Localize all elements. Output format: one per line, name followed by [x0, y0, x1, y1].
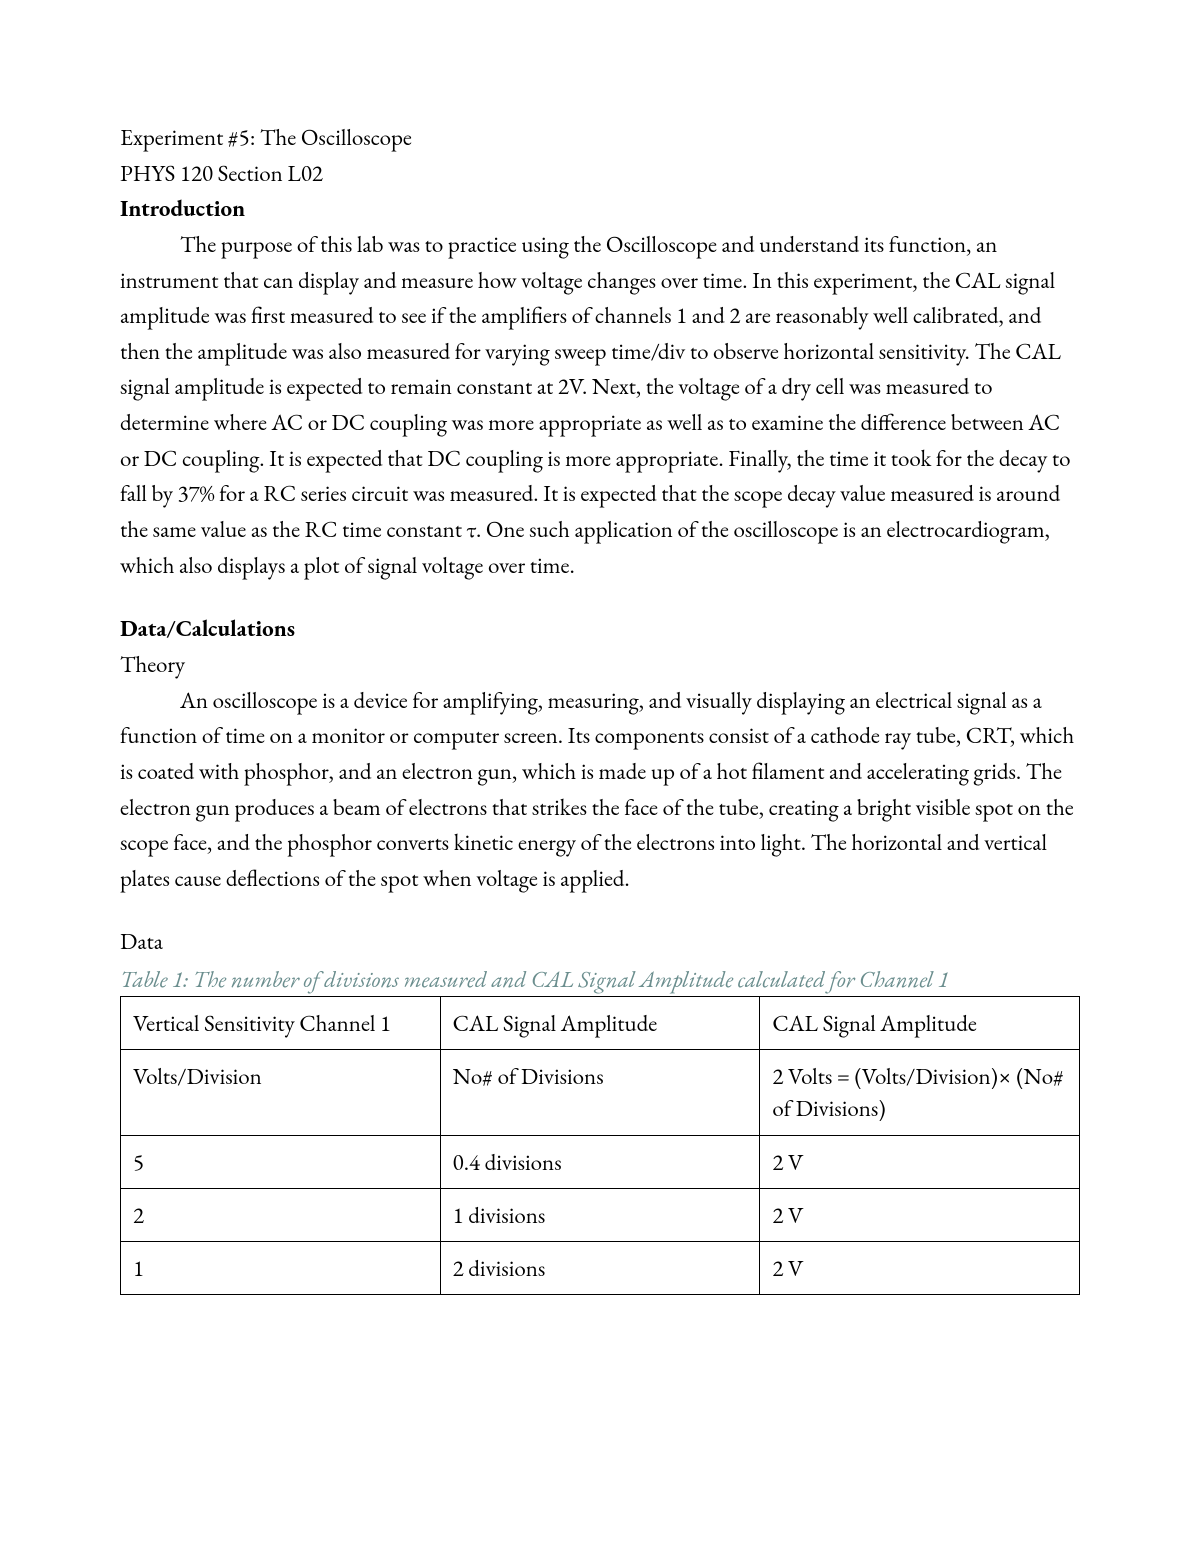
table-cell: 1 divisions: [440, 1188, 760, 1241]
table-cell: 0.4 divisions: [440, 1135, 760, 1188]
theory-paragraph: An oscilloscope is a device for amplifyi…: [120, 683, 1080, 897]
experiment-title: Experiment #5: The Oscilloscope: [120, 120, 1080, 156]
table-cell: 1: [121, 1242, 441, 1295]
table1-caption: Table 1: The number of divisions measure…: [120, 964, 1080, 994]
section-spacer: [120, 896, 1080, 924]
course-line: PHYS 120 Section L02: [120, 156, 1080, 192]
table-header-cell: No# of Divisions: [440, 1050, 760, 1135]
table-cell: 2 V: [760, 1188, 1080, 1241]
table-header-cell: 2 Volts = (Volts/Division)× (No# of Divi…: [760, 1050, 1080, 1135]
table1: Vertical Sensitivity Channel 1 CAL Signa…: [120, 996, 1080, 1295]
section-heading-introduction: Introduction: [120, 191, 1080, 227]
introduction-paragraph: The purpose of this lab was to practice …: [120, 227, 1080, 583]
section-heading-data-calculations: Data/Calculations: [120, 611, 1080, 647]
table-cell: 5: [121, 1135, 441, 1188]
table-header-row-2: Volts/Division No# of Divisions 2 Volts …: [121, 1050, 1080, 1135]
subheading-data: Data: [120, 924, 1080, 960]
table-cell: 2: [121, 1188, 441, 1241]
table-header-cell: CAL Signal Amplitude: [760, 997, 1080, 1050]
section-spacer: [120, 583, 1080, 611]
table-header-cell: Volts/Division: [121, 1050, 441, 1135]
table-cell: 2 V: [760, 1135, 1080, 1188]
table-row: 1 2 divisions 2 V: [121, 1242, 1080, 1295]
document-page: Experiment #5: The Oscilloscope PHYS 120…: [0, 0, 1200, 1553]
table-header-row-1: Vertical Sensitivity Channel 1 CAL Signa…: [121, 997, 1080, 1050]
table-header-cell: Vertical Sensitivity Channel 1: [121, 997, 441, 1050]
table-row: 2 1 divisions 2 V: [121, 1188, 1080, 1241]
table-header-cell: CAL Signal Amplitude: [440, 997, 760, 1050]
table-cell: 2 divisions: [440, 1242, 760, 1295]
table-row: 5 0.4 divisions 2 V: [121, 1135, 1080, 1188]
table-cell: 2 V: [760, 1242, 1080, 1295]
subheading-theory: Theory: [120, 647, 1080, 683]
